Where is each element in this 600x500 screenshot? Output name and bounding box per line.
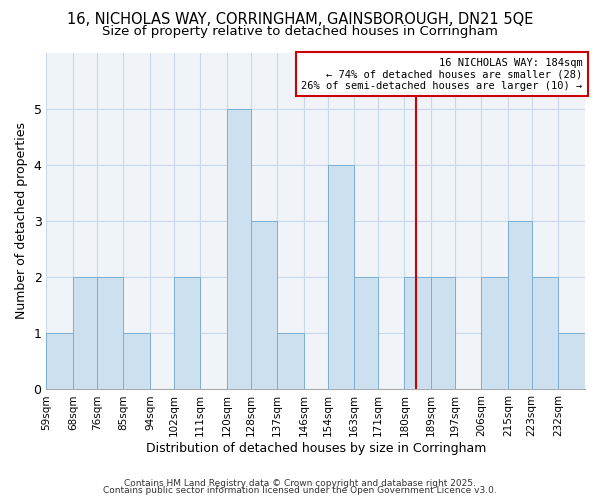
Bar <box>97 277 124 390</box>
Bar <box>532 277 559 390</box>
Bar <box>46 334 73 390</box>
Bar <box>508 221 532 390</box>
Bar <box>354 277 378 390</box>
Text: Contains HM Land Registry data © Crown copyright and database right 2025.: Contains HM Land Registry data © Crown c… <box>124 478 476 488</box>
Bar <box>124 334 150 390</box>
Text: Size of property relative to detached houses in Corringham: Size of property relative to detached ho… <box>102 25 498 38</box>
Bar <box>277 334 304 390</box>
Y-axis label: Number of detached properties: Number of detached properties <box>15 122 28 320</box>
Text: Contains public sector information licensed under the Open Government Licence v3: Contains public sector information licen… <box>103 486 497 495</box>
Bar <box>328 165 354 390</box>
Bar <box>481 277 508 390</box>
Bar <box>73 277 97 390</box>
Text: 16, NICHOLAS WAY, CORRINGHAM, GAINSBOROUGH, DN21 5QE: 16, NICHOLAS WAY, CORRINGHAM, GAINSBOROU… <box>67 12 533 28</box>
Bar <box>404 277 431 390</box>
Bar <box>173 277 200 390</box>
Bar <box>227 108 251 390</box>
Bar <box>251 221 277 390</box>
X-axis label: Distribution of detached houses by size in Corringham: Distribution of detached houses by size … <box>146 442 486 455</box>
Text: 16 NICHOLAS WAY: 184sqm
← 74% of detached houses are smaller (28)
26% of semi-de: 16 NICHOLAS WAY: 184sqm ← 74% of detache… <box>301 58 583 91</box>
Bar <box>559 334 585 390</box>
Bar <box>431 277 455 390</box>
